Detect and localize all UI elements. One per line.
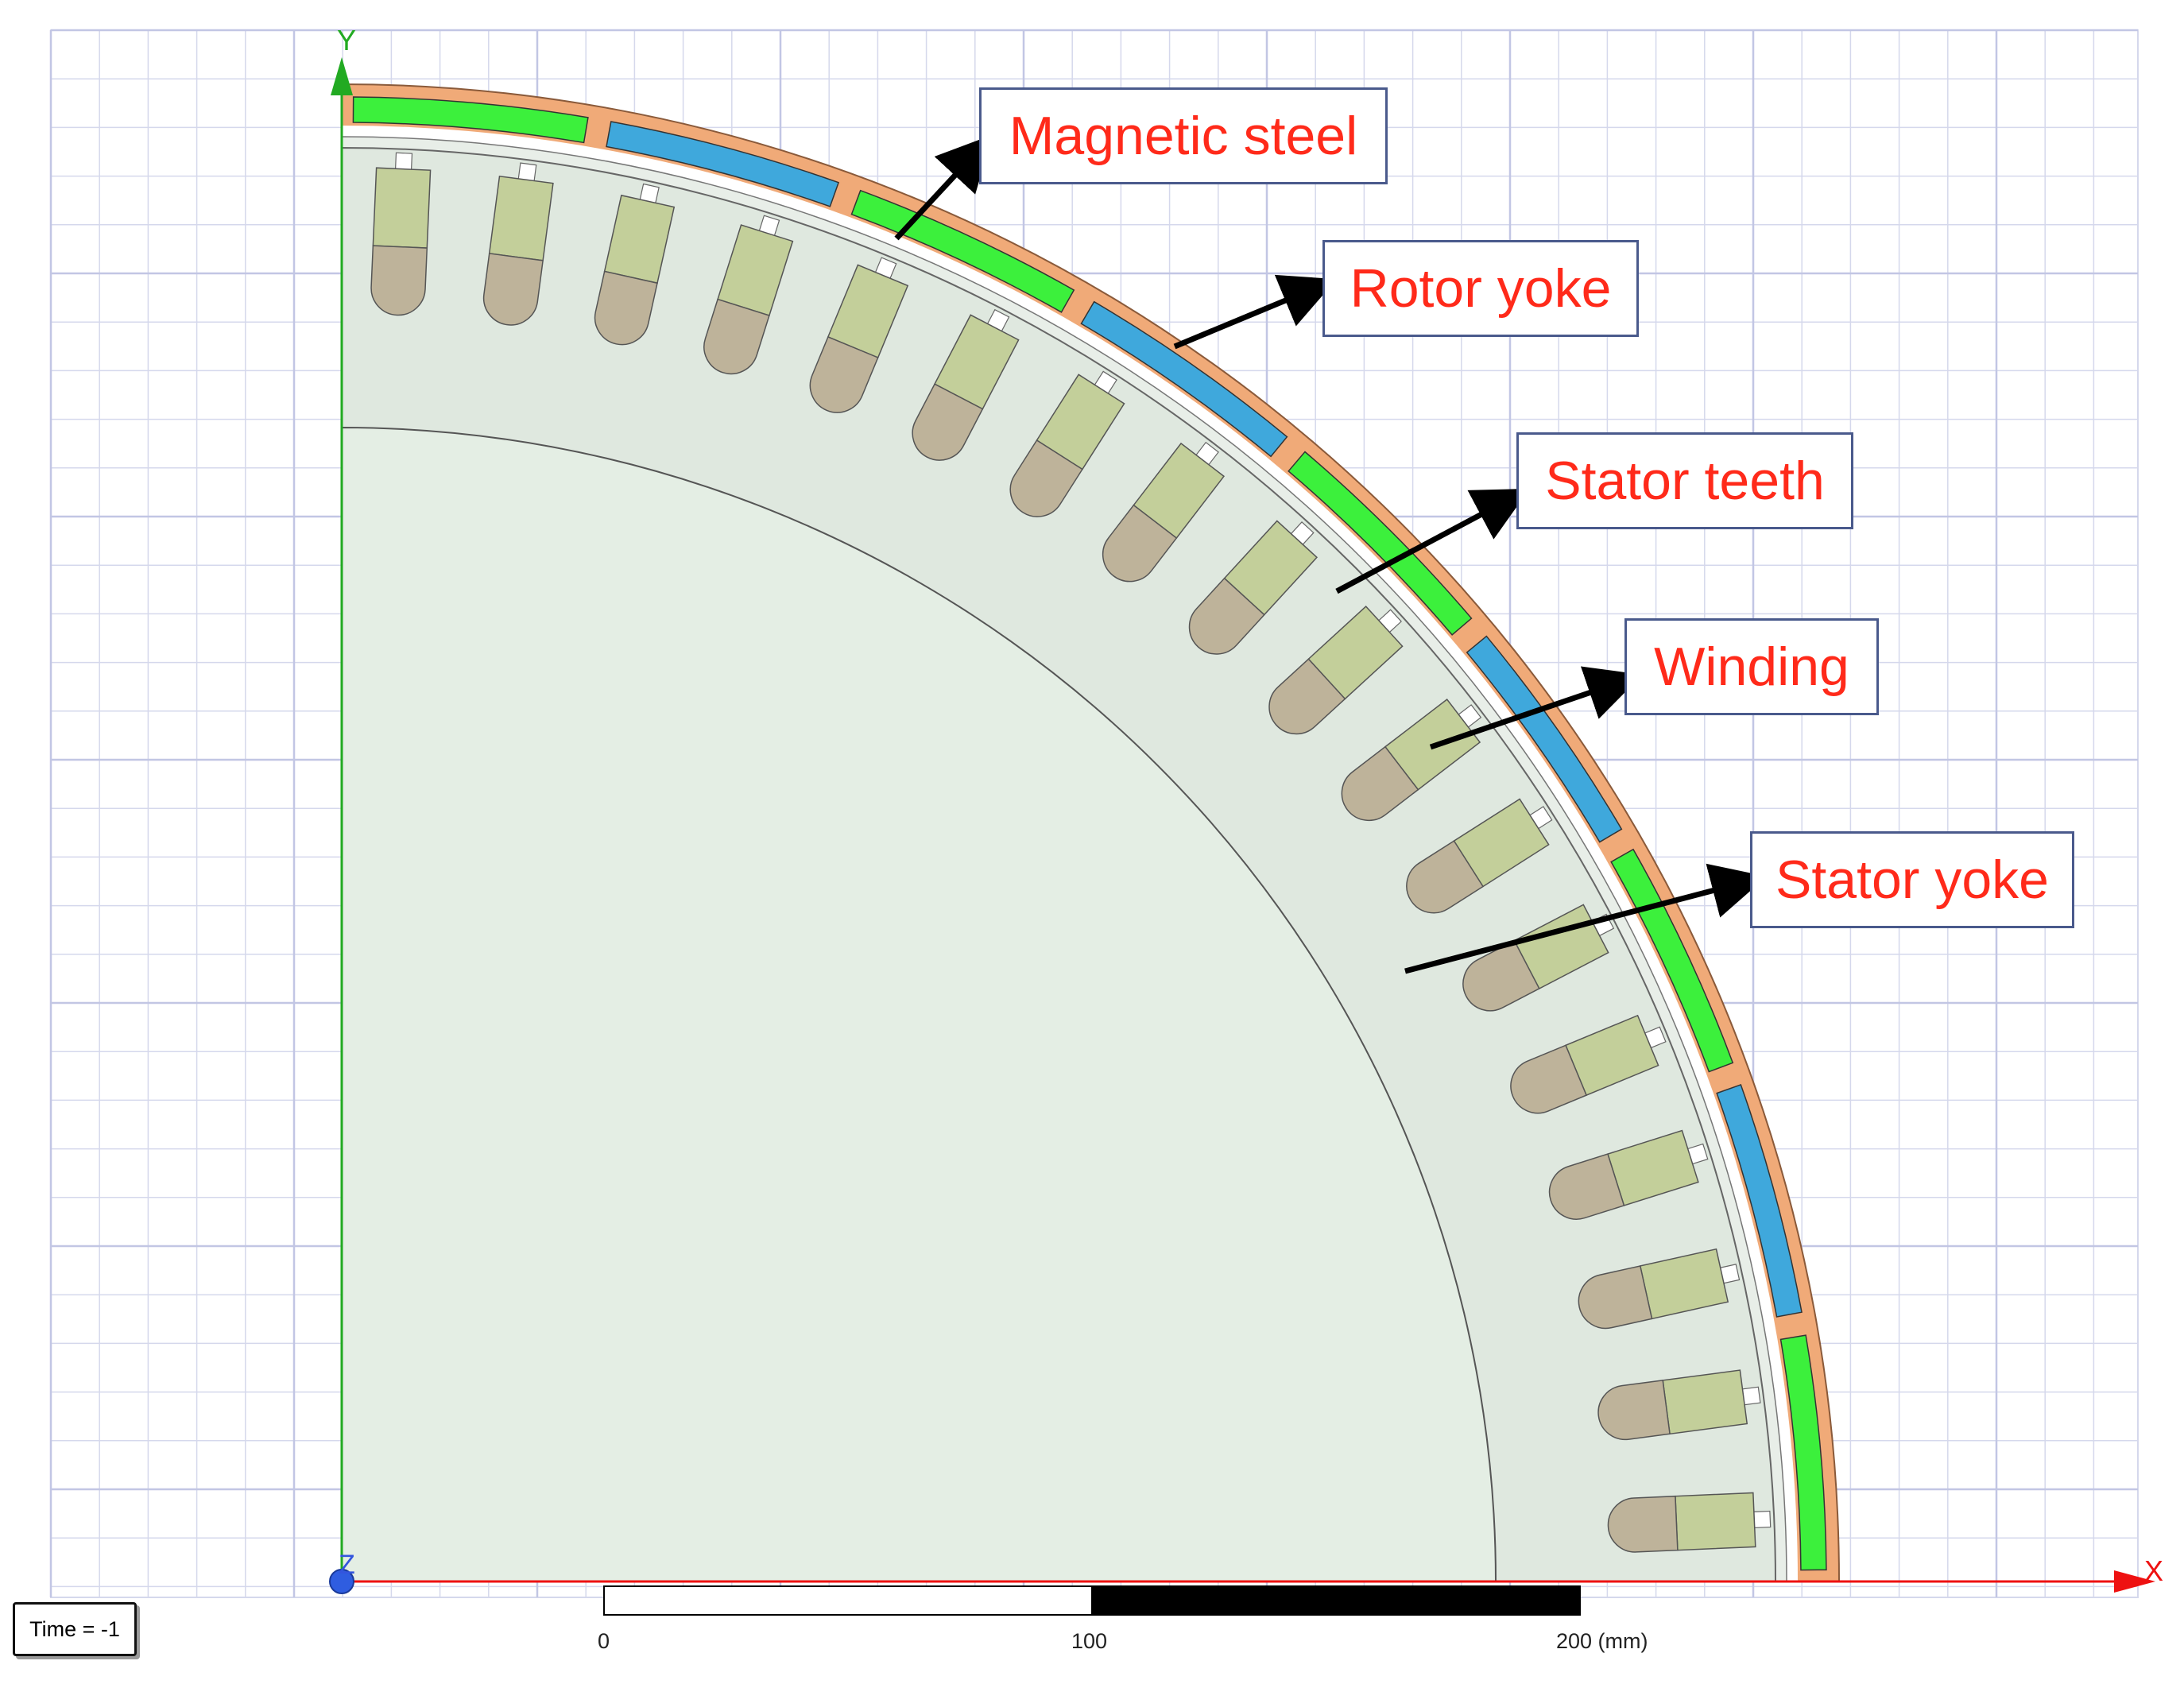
callout-arrow [894, 134, 993, 241]
winding-upper-layer [1662, 1369, 1748, 1435]
callout-arrow [1404, 863, 1768, 974]
stator-slot [1548, 1129, 1709, 1220]
callout-arrow [1335, 488, 1530, 594]
callout-winding: Winding [1624, 618, 1879, 715]
magnet-pole [1288, 451, 1473, 636]
callout-arrows [894, 134, 1768, 974]
axes [329, 57, 2155, 1594]
stator-slot [1406, 798, 1553, 914]
stator-slot [912, 308, 1020, 461]
stator-yoke-inner [341, 426, 1497, 1582]
winding-lower-layer [1406, 840, 1485, 914]
winding-lower-layer [1268, 658, 1346, 735]
winding-upper-layer [372, 167, 432, 249]
magnet-pole [850, 189, 1075, 313]
stator-slot [1607, 1492, 1772, 1553]
winding-lower-layer [482, 253, 544, 326]
winding-lower-layer [703, 298, 770, 375]
callout-stator-yoke: Stator yoke [1750, 831, 2074, 928]
stator-slot [809, 257, 909, 413]
winding-lower-layer [809, 335, 879, 413]
scale-tick-100: 100 [1071, 1629, 1108, 1653]
scale-bar-black-segment [1091, 1585, 1581, 1616]
time-indicator: Time = -1 [13, 1602, 137, 1656]
winding-upper-layer [488, 175, 554, 261]
stator-slot [594, 183, 676, 346]
scale-tick-200: 200 (mm) [1556, 1629, 1648, 1653]
stator-slot [1268, 605, 1404, 735]
winding-upper-layer [1675, 1492, 1756, 1551]
magnet-pole [1466, 635, 1623, 843]
winding-lower-layer [1102, 504, 1178, 583]
magnet-pole [1779, 1334, 1827, 1571]
winding-lower-layer [912, 383, 984, 461]
x-axis-label: X [2144, 1554, 2164, 1587]
winding-lower-layer [1578, 1265, 1653, 1330]
callout-magnetic-steel: Magnetic steel [979, 87, 1388, 184]
winding-lower-layer [1341, 745, 1419, 822]
origin-marker [329, 1569, 354, 1594]
scale-bar-white-segment [603, 1585, 1093, 1616]
winding-lower-layer [370, 245, 428, 316]
magnet-pole [352, 96, 589, 144]
magnet-pole [1716, 1083, 1803, 1318]
magnet-pole [1080, 300, 1288, 458]
winding-lower-layer [1462, 939, 1540, 1012]
motor-cross-section [341, 83, 1841, 1582]
winding-lower-layer [1009, 439, 1083, 517]
z-axis-label: Z [339, 1550, 355, 1580]
stator-slot [1510, 1014, 1667, 1114]
winding-lower-layer [594, 270, 658, 346]
magnet-pole [1610, 848, 1734, 1073]
winding-lower-layer [1548, 1153, 1625, 1220]
x-axis-arrow [2114, 1570, 2155, 1593]
callout-stator-teeth: Stator teeth [1516, 432, 1853, 529]
stator-slot [1009, 370, 1125, 517]
winding-lower-layer [1607, 1495, 1679, 1553]
stator-slot [1597, 1369, 1761, 1441]
stator-slot [482, 162, 554, 326]
winding-lower-layer [1510, 1044, 1588, 1114]
callout-arrow [1429, 666, 1643, 750]
scale-tick-0: 0 [598, 1629, 610, 1653]
callout-rotor-yoke: Rotor yoke [1322, 240, 1639, 337]
callout-arrow [1173, 274, 1337, 350]
y-axis-label: Y [337, 24, 357, 56]
stator-slot [1102, 441, 1226, 583]
stator-slot [1578, 1248, 1741, 1330]
magnet-pole [606, 121, 840, 207]
scale-bar [603, 1585, 1581, 1616]
winding-lower-layer [1597, 1380, 1671, 1441]
y-axis-arrow [331, 57, 353, 95]
stator-slot [370, 152, 432, 316]
stator-slot [1188, 520, 1319, 655]
stator-slot [703, 215, 794, 375]
winding-lower-layer [1188, 577, 1265, 655]
